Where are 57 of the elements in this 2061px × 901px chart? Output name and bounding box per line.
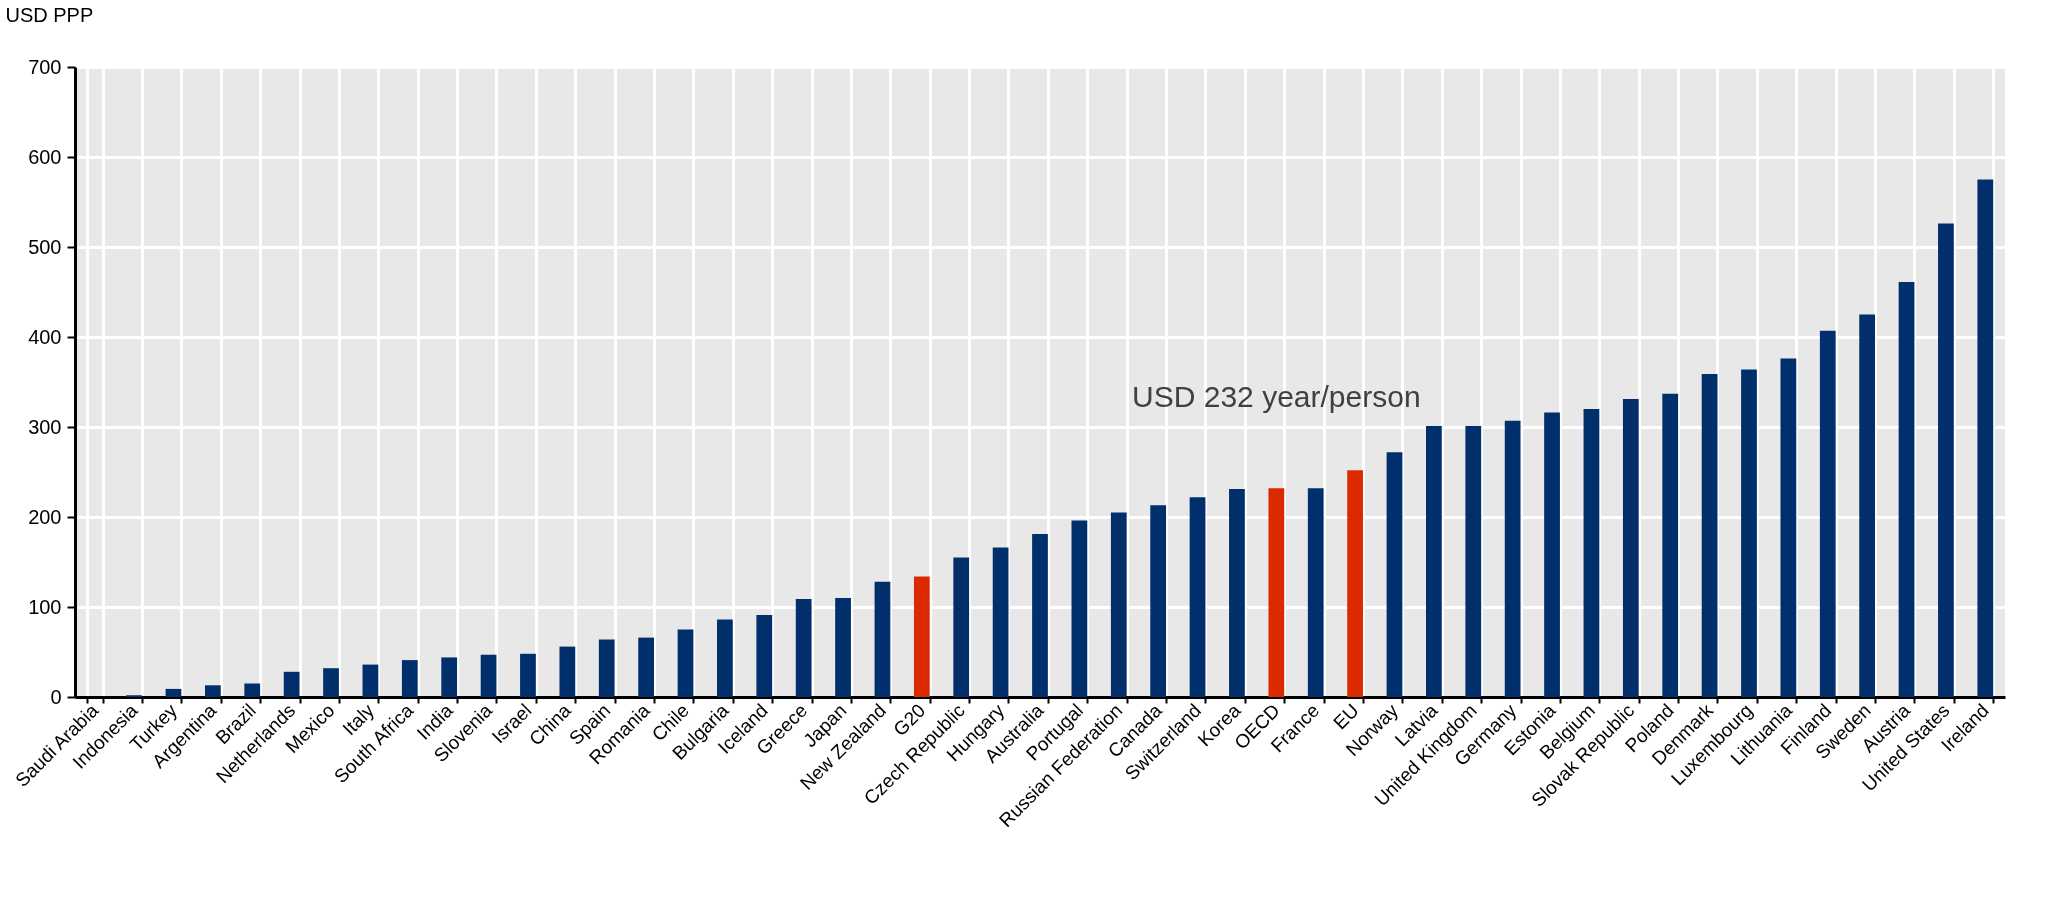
y-tick-label: 500 (28, 235, 62, 258)
bar (1504, 420, 1521, 697)
bar (441, 657, 458, 697)
bar (1465, 426, 1482, 697)
bar (1426, 426, 1442, 697)
bar (677, 629, 694, 697)
bar (638, 637, 654, 697)
bar (1977, 179, 1994, 697)
bar (1307, 488, 1324, 697)
annotation: USD 232 year/person (1132, 380, 1421, 414)
y-tick-label: 600 (28, 145, 62, 168)
bar (1189, 497, 1206, 697)
bar (953, 557, 970, 697)
bar (598, 639, 615, 697)
bar (1898, 282, 1915, 697)
bar (323, 668, 339, 697)
bar (283, 671, 300, 697)
bar (520, 653, 536, 697)
bar (1819, 330, 1836, 697)
bar (1938, 223, 1954, 697)
bar (992, 547, 1009, 697)
bar (1229, 489, 1245, 697)
bar (1268, 488, 1285, 697)
y-tick-label: 400 (28, 325, 62, 348)
bar (1544, 412, 1560, 697)
bar (1701, 373, 1718, 697)
bar (756, 615, 773, 697)
y-tick-label: 700 (28, 55, 62, 78)
bar (874, 581, 891, 697)
y-tick-label: 300 (28, 415, 62, 438)
bar (362, 664, 379, 697)
bar (244, 683, 261, 697)
bar (1150, 505, 1167, 697)
bar (717, 619, 733, 697)
bar (835, 598, 851, 697)
y-axis-title: USD PPP (5, 3, 94, 26)
y-tick-label: 200 (28, 505, 62, 528)
y-tick-label: 100 (28, 595, 62, 618)
bar (480, 654, 497, 697)
bar (1071, 520, 1088, 697)
bar (1347, 470, 1363, 697)
bar (1622, 399, 1639, 697)
bar (1780, 358, 1797, 697)
bar (795, 598, 812, 697)
bar (1032, 534, 1048, 697)
bar (1662, 393, 1679, 697)
bar (913, 576, 930, 697)
bar (401, 660, 418, 697)
bar (1110, 512, 1127, 697)
y-tick-label: 0 (50, 685, 62, 708)
bar (1859, 314, 1876, 697)
bar (559, 646, 576, 697)
bar (204, 685, 221, 697)
bar (1386, 452, 1403, 697)
bar (1583, 409, 1600, 697)
bar (165, 688, 182, 697)
bar (1741, 369, 1757, 697)
